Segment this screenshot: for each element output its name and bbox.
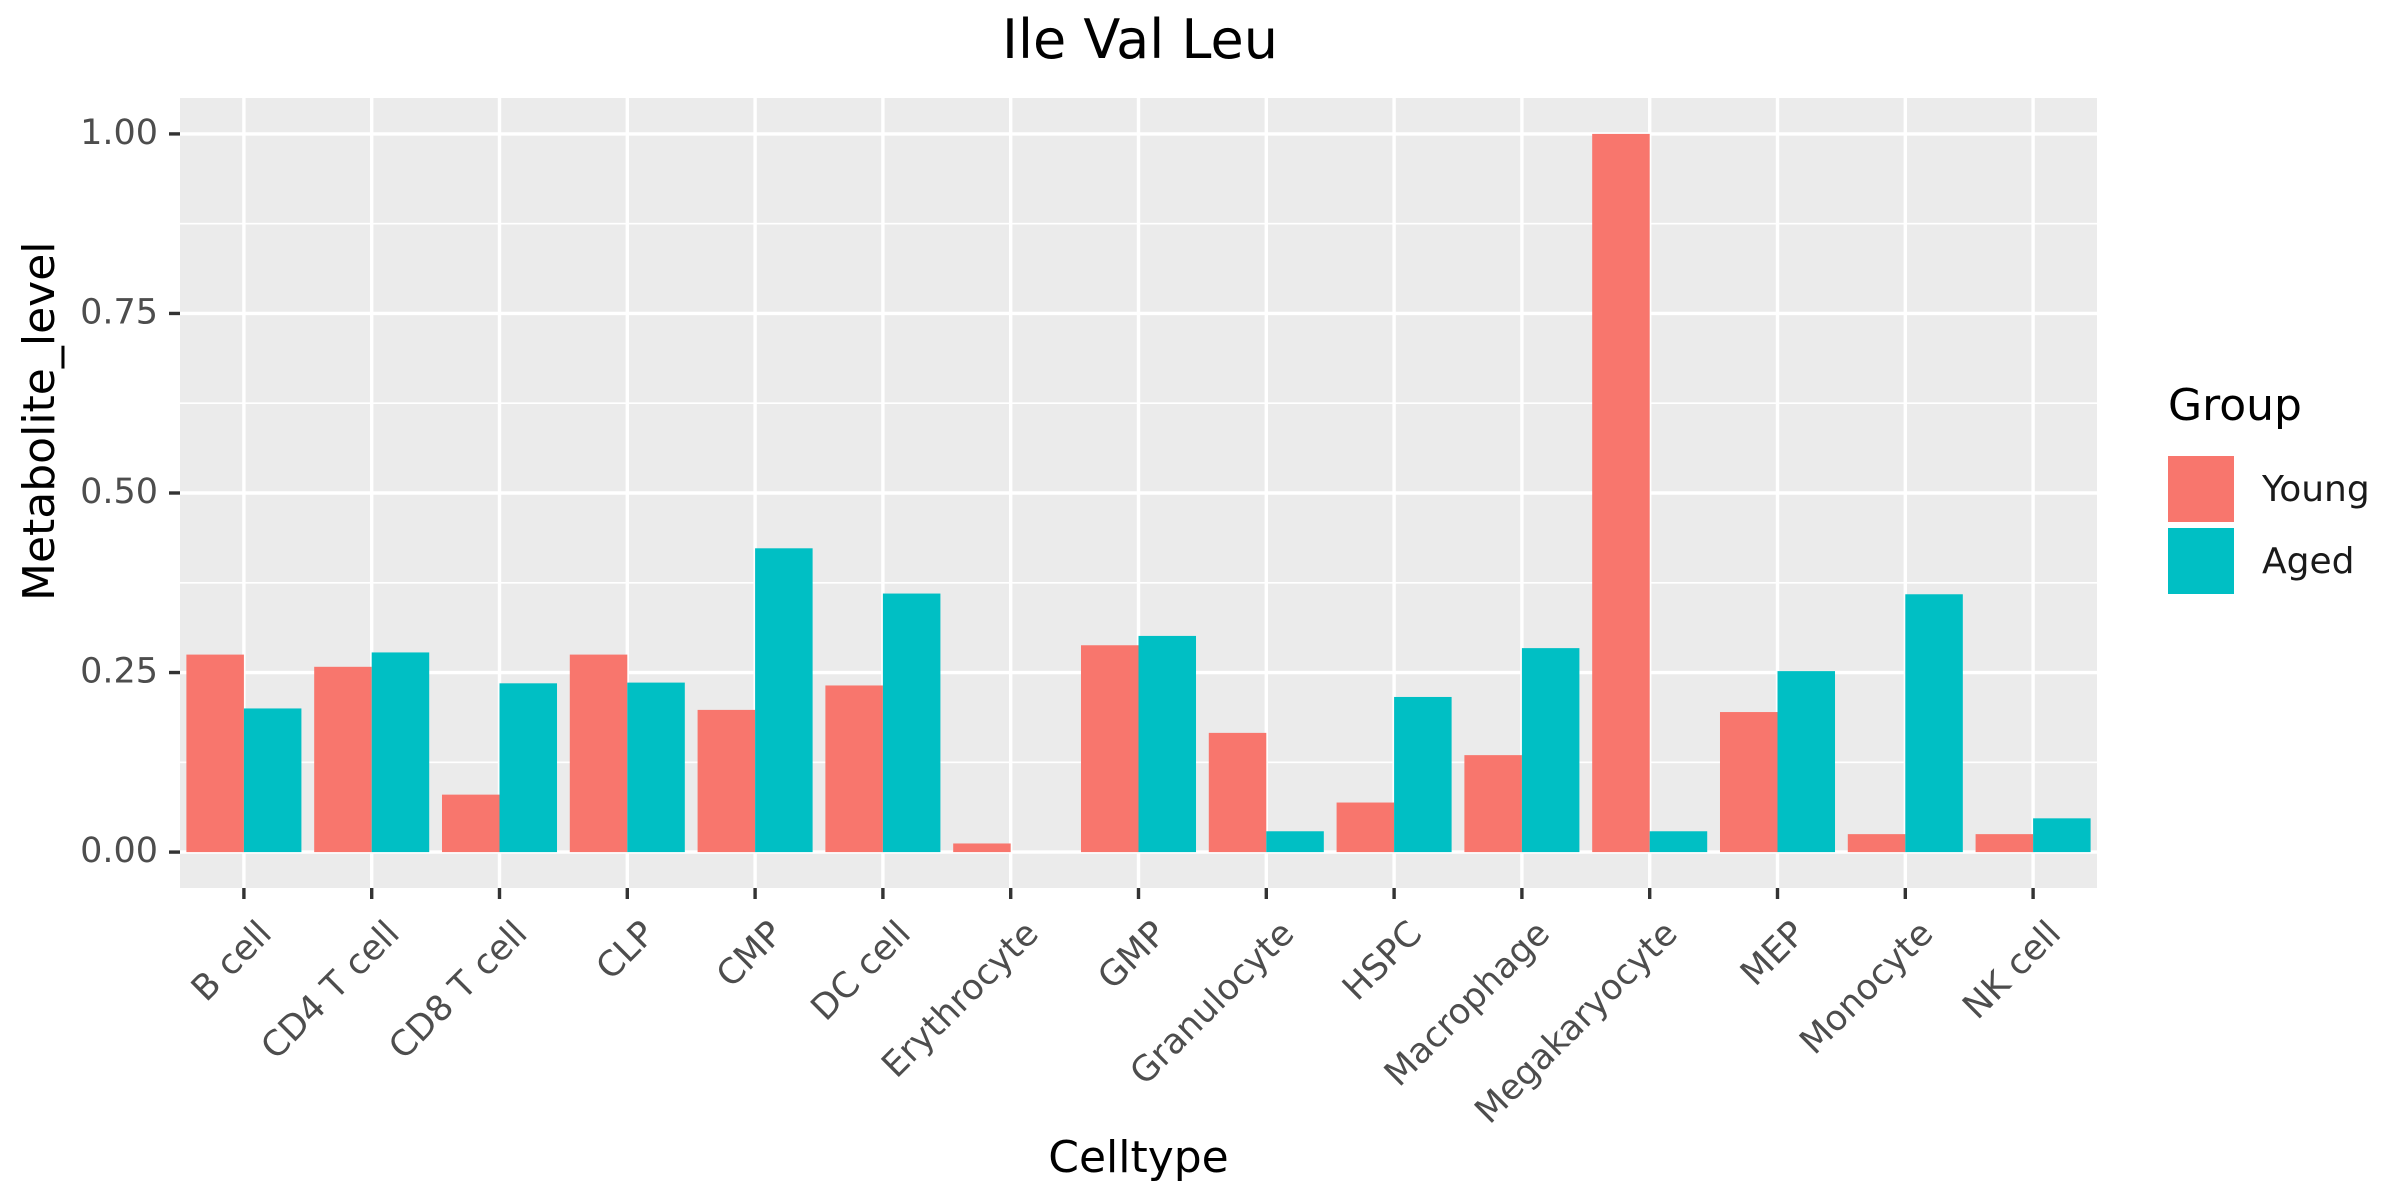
bar-young-nk-cell: [1975, 834, 2034, 853]
bar-aged-cmp: [755, 548, 813, 853]
legend-label-young: Young: [2262, 468, 2370, 510]
bar-aged-gmp: [1138, 635, 1197, 853]
y-tick-label: 0.50: [80, 472, 158, 512]
bar-aged-clp: [627, 682, 685, 853]
legend-item-aged: Aged: [2168, 525, 2370, 597]
y-tick-label: 0.25: [80, 652, 158, 692]
x-axis-label: Celltype: [1048, 1132, 1229, 1183]
bar-young-megakaryocyte: [1592, 133, 1650, 853]
bar-aged-cd4-t-cell: [371, 652, 430, 853]
y-axis-label: Metabolite_level: [14, 241, 65, 602]
bar-young-cd4-t-cell: [314, 666, 372, 853]
y-tick-label: 0.75: [80, 292, 158, 332]
bar-aged-cd8-t-cell: [499, 683, 558, 853]
bar-aged-dc-cell: [882, 593, 941, 853]
bar-young-dc-cell: [825, 685, 883, 853]
x-tick-label: CD8 T cell: [382, 914, 536, 1068]
legend-label-aged: Aged: [2262, 540, 2355, 582]
legend: Group Young Aged: [2168, 380, 2370, 597]
bar-aged-b-cell: [243, 708, 302, 853]
bar-young-clp: [569, 654, 628, 853]
bar-young-macrophage: [1464, 755, 1522, 853]
x-tick-label: MEP: [1733, 914, 1813, 994]
bar-young-mep: [1719, 712, 1778, 853]
legend-swatch-aged: [2168, 528, 2234, 594]
x-tick-label: CMP: [709, 914, 791, 996]
bar-young-monocyte: [1847, 834, 1906, 853]
bar-young-erythrocyte: [953, 843, 1011, 853]
x-tick-label: Monocyte: [1792, 914, 1941, 1063]
bar-aged-nk-cell: [2033, 818, 2091, 853]
bar-young-granulocyte: [1208, 732, 1267, 853]
bar-young-hspc: [1336, 802, 1395, 853]
x-tick-label: GMP: [1091, 914, 1175, 998]
bar-young-gmp: [1080, 645, 1139, 853]
x-tick-label: CD4 T cell: [254, 914, 408, 1068]
legend-swatch-young: [2168, 456, 2234, 522]
x-tick-label: B cell: [184, 914, 280, 1010]
bar-aged-monocyte: [1905, 594, 1963, 853]
x-tick-label: NK cell: [1956, 914, 2069, 1027]
y-tick-label: 1.00: [80, 113, 158, 153]
bar-young-cmp: [697, 709, 756, 853]
x-tick-label: CLP: [589, 914, 663, 988]
bar-aged-hspc: [1394, 696, 1452, 853]
legend-title: Group: [2168, 380, 2302, 431]
bar-aged-mep: [1777, 671, 1836, 853]
y-tick-label: 0.00: [80, 831, 158, 871]
x-tick-label: HSPC: [1335, 914, 1430, 1009]
bar-aged-macrophage: [1521, 648, 1580, 853]
bar-aged-megakaryocyte: [1649, 831, 1708, 853]
x-tick-label: DC cell: [804, 914, 919, 1029]
chart-title: Ile Val Leu: [1002, 8, 1278, 71]
legend-item-young: Young: [2168, 453, 2370, 525]
bar-young-b-cell: [186, 654, 244, 853]
bar-young-cd8-t-cell: [441, 794, 500, 853]
bar-aged-granulocyte: [1266, 831, 1324, 853]
bars: [186, 133, 2091, 853]
